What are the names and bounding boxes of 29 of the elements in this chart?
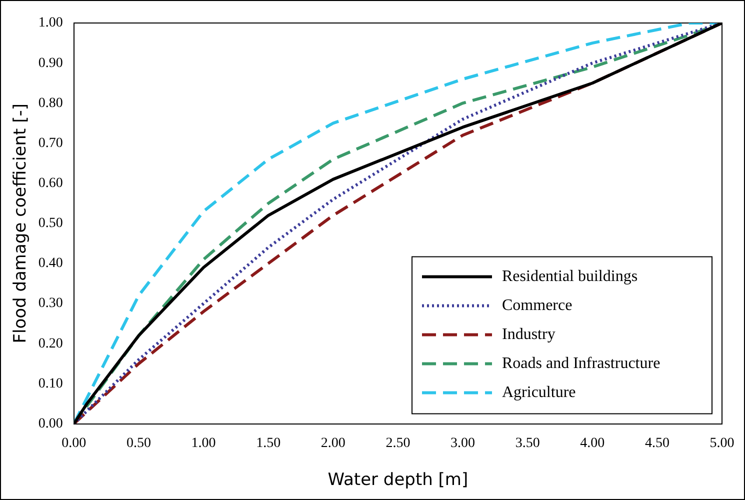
y-tick-label: 0.70 bbox=[38, 136, 63, 151]
legend-label: Industry bbox=[502, 326, 556, 344]
x-tick-label: 4.00 bbox=[580, 436, 605, 451]
x-tick-label: 2.50 bbox=[386, 436, 410, 451]
y-tick-label: 0.90 bbox=[38, 56, 63, 71]
y-tick-label: 0.60 bbox=[38, 176, 63, 191]
y-tick-label: 0.80 bbox=[38, 96, 63, 111]
x-tick-label: 0.00 bbox=[62, 436, 86, 451]
legend-label: Residential buildings bbox=[502, 268, 638, 286]
y-tick-label: 0.10 bbox=[38, 376, 63, 392]
x-tick-label: 3.50 bbox=[515, 436, 540, 451]
y-tick-label: 0.40 bbox=[38, 256, 63, 272]
x-tick-label: 3.00 bbox=[450, 436, 476, 451]
legend-label: Commerce bbox=[502, 297, 572, 314]
x-tick-label: 2.00 bbox=[320, 436, 346, 451]
x-tick-label: 1.50 bbox=[256, 436, 281, 451]
y-tick-label: 0.50 bbox=[38, 216, 63, 232]
x-tick-label: 0.50 bbox=[126, 436, 151, 451]
y-tick-label: 0.00 bbox=[38, 416, 63, 432]
y-tick-label: 0.30 bbox=[38, 296, 63, 312]
x-tick-label: 1.00 bbox=[191, 436, 216, 451]
x-tick-label: 5.00 bbox=[710, 436, 734, 451]
y-axis-title: Flood damage coefficient [-] bbox=[10, 104, 31, 344]
x-axis-title: Water depth [m] bbox=[328, 470, 468, 490]
x-tick-label: 4.50 bbox=[644, 436, 670, 451]
y-tick-label: 1.00 bbox=[38, 16, 63, 31]
legend-label: Agriculture bbox=[502, 384, 576, 402]
y-tick-label: 0.20 bbox=[38, 336, 63, 352]
legend-label: Roads and Infrastructure bbox=[502, 355, 660, 372]
